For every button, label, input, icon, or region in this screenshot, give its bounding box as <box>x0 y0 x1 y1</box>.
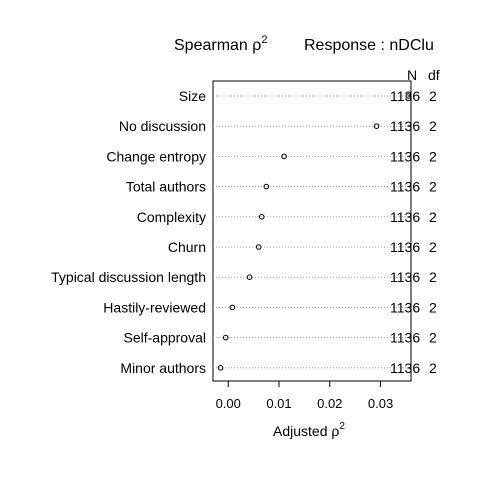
row-label: Complexity <box>137 209 206 225</box>
row-df-value: 2 <box>429 148 437 164</box>
row-label: Self-approval <box>124 330 207 346</box>
x-axis-label: Adjusted ρ2 <box>273 421 345 439</box>
row-n-value: 1136 <box>390 148 420 164</box>
row-label: Hastily-reviewed <box>103 299 206 315</box>
row-n-value: 1136 <box>390 179 420 195</box>
row-label: Minor authors <box>120 360 206 376</box>
row-df-value: 2 <box>429 239 437 255</box>
row-n-value: 1136 <box>390 299 420 315</box>
data-point <box>281 153 287 160</box>
row-df-value: 2 <box>429 209 437 225</box>
grid-lines <box>213 95 411 369</box>
row-n-value: 1136 <box>390 118 420 134</box>
x-axis: 0.00 0.01 0.02 0.03 <box>216 380 393 411</box>
data-point <box>405 93 412 99</box>
row-df-value: 2 <box>429 299 437 315</box>
data-point <box>222 334 229 341</box>
row-df-value: 2 <box>429 118 437 134</box>
row-n-value: 1136 <box>390 209 420 225</box>
data-point <box>246 274 253 281</box>
row-n-value: 1136 <box>390 360 420 376</box>
row-label: Typical discussion length <box>51 269 206 285</box>
data-point <box>255 244 262 250</box>
row-df-value: 2 <box>429 330 437 346</box>
row-label: Total authors <box>126 179 206 195</box>
row-label: No discussion <box>119 118 206 134</box>
row-n-value: 1136 <box>390 330 420 346</box>
data-point <box>229 304 236 311</box>
row-df-value: 2 <box>429 269 437 285</box>
chart-title: Spearman ρ2 <box>174 34 268 54</box>
x-tick-label: 0.01 <box>266 396 291 411</box>
x-tick-label: 0.00 <box>216 396 241 411</box>
row-n-value: 1136 <box>390 239 420 255</box>
data-point <box>258 214 265 220</box>
data-point <box>373 123 380 129</box>
row-df-value: 2 <box>429 179 437 195</box>
column-header-n: N <box>407 67 417 83</box>
row-label: Churn <box>168 239 206 255</box>
row-label: Size <box>179 88 206 104</box>
column-header-df: df <box>428 67 440 83</box>
row-label: Change entropy <box>106 148 206 164</box>
row-n-value: 1136 <box>390 269 420 285</box>
row-df-value: 2 <box>429 360 437 376</box>
row-df-value: 2 <box>429 88 437 104</box>
x-tick-label: 0.03 <box>368 396 393 411</box>
data-point <box>263 183 270 190</box>
x-tick-label: 0.02 <box>317 396 342 411</box>
row-n-value: 1136 <box>390 88 420 104</box>
data-point <box>217 365 224 371</box>
chart-response: Response : nDClu <box>304 37 434 54</box>
rows: Size 1136 2 No discussion 1136 2 Change entrop… <box>51 88 437 376</box>
